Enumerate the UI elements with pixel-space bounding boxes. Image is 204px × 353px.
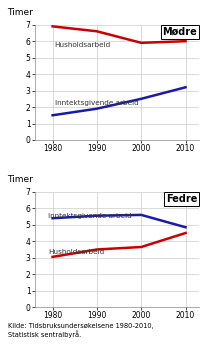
Text: Mødre: Mødre: [162, 27, 196, 37]
Text: Statistisk sentralbyrå.: Statistisk sentralbyrå.: [8, 330, 81, 338]
Text: Inntektsgivende arbeid: Inntektsgivende arbeid: [48, 213, 131, 219]
Text: Timer: Timer: [7, 8, 33, 17]
Text: Timer: Timer: [7, 175, 33, 184]
Text: Husholdsarbeid: Husholdsarbeid: [48, 250, 104, 256]
Text: Fedre: Fedre: [165, 194, 196, 204]
Text: Inntektsgivende arbeid: Inntektsgivende arbeid: [54, 100, 138, 106]
Text: Husholdsarbeid: Husholdsarbeid: [54, 42, 110, 48]
Text: Kilde: Tidsbruksundersøkelsene 1980-2010,: Kilde: Tidsbruksundersøkelsene 1980-2010…: [8, 323, 153, 329]
